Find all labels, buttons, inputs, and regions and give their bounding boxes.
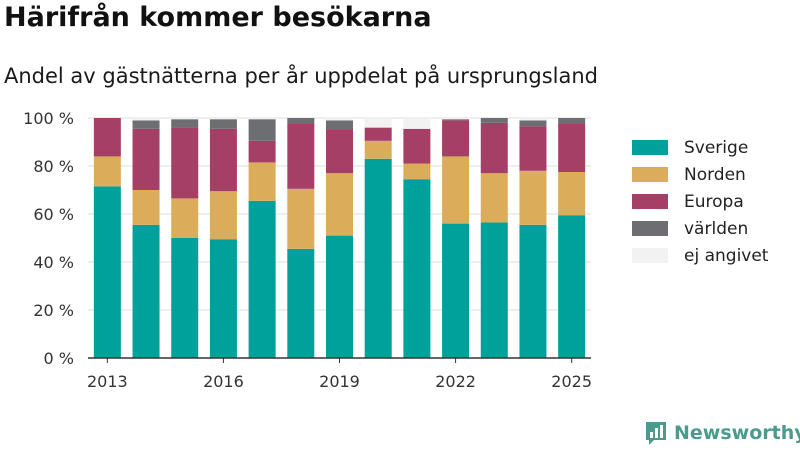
bar-segment bbox=[403, 163, 431, 180]
bar-segment bbox=[171, 118, 199, 120]
bar-segment bbox=[326, 118, 353, 121]
bar-segment bbox=[132, 120, 160, 129]
bar-segment bbox=[519, 224, 547, 358]
legend-item: Europa bbox=[632, 188, 768, 215]
bar-segment bbox=[326, 120, 353, 130]
legend-swatch bbox=[632, 194, 668, 209]
bar-segment bbox=[480, 173, 508, 223]
bar-segment bbox=[364, 127, 392, 141]
bar-segment bbox=[558, 172, 586, 216]
bar-segment bbox=[209, 128, 237, 192]
bar-segment bbox=[558, 118, 586, 124]
chart-title: Härifrån kommer besökarna bbox=[4, 2, 432, 33]
legend-swatch bbox=[632, 140, 668, 155]
bar-segment bbox=[132, 118, 160, 121]
y-tick-label: 100 % bbox=[23, 109, 74, 128]
chart-legend: Sverige Norden Europa världen ej angivet bbox=[632, 134, 768, 269]
bar-segment bbox=[209, 191, 237, 240]
bar-segment bbox=[403, 118, 431, 129]
bar-segment bbox=[248, 200, 276, 358]
bar-segment bbox=[171, 238, 199, 358]
bar-segment bbox=[326, 235, 353, 358]
chart-subtitle: Andel av gästnätterna per år uppdelat på… bbox=[4, 64, 598, 88]
legend-label: Europa bbox=[684, 191, 744, 212]
legend-item: Sverige bbox=[632, 134, 768, 161]
brand-name: Newsworthy bbox=[674, 422, 800, 444]
bar-segment bbox=[93, 118, 121, 157]
bar-segment bbox=[209, 119, 237, 129]
bar-segment bbox=[442, 119, 470, 121]
y-tick-label: 0 % bbox=[44, 349, 74, 368]
bar-segment bbox=[364, 140, 392, 159]
bar-segment bbox=[442, 223, 470, 358]
bar-segment bbox=[287, 248, 315, 358]
bar-segment bbox=[364, 158, 392, 358]
bar-segment bbox=[287, 124, 315, 189]
bar-segment bbox=[132, 128, 160, 190]
newsworthy-logo: Newsworthy bbox=[644, 420, 800, 446]
bar-segment bbox=[132, 224, 160, 358]
bar-segment bbox=[519, 118, 547, 121]
legend-item: ej angivet bbox=[632, 242, 768, 269]
bar-segment bbox=[480, 222, 508, 358]
bar-segment bbox=[364, 118, 392, 128]
bar-segment bbox=[480, 122, 508, 174]
bar-segment bbox=[519, 170, 547, 225]
y-tick-label: 40 % bbox=[33, 253, 74, 272]
bar-segment bbox=[403, 179, 431, 358]
legend-label: Sverige bbox=[684, 137, 749, 158]
newsworthy-icon bbox=[646, 422, 666, 445]
legend-label: ej angivet bbox=[684, 245, 769, 266]
bar-segment bbox=[519, 120, 547, 127]
legend-item: Norden bbox=[632, 161, 768, 188]
bar-segment bbox=[93, 156, 121, 187]
x-tick-label: 2025 bbox=[551, 372, 592, 391]
bar-segment bbox=[558, 215, 586, 358]
bar-segment bbox=[442, 156, 470, 224]
legend-label: Norden bbox=[684, 164, 746, 185]
bar-segment bbox=[248, 118, 276, 120]
legend-label: världen bbox=[684, 218, 749, 239]
bar-segment bbox=[442, 118, 470, 120]
bar-segment bbox=[287, 188, 315, 249]
bar-segment bbox=[132, 190, 160, 225]
bar-segment bbox=[209, 239, 237, 358]
x-tick-label: 2016 bbox=[203, 372, 244, 391]
bar-segment bbox=[519, 126, 547, 171]
bar-segment bbox=[442, 120, 470, 157]
bar-segment bbox=[171, 127, 199, 199]
y-tick-label: 80 % bbox=[33, 157, 74, 176]
x-tick-label: 2013 bbox=[87, 372, 128, 391]
bar-segment bbox=[287, 118, 315, 124]
bar-segment bbox=[171, 119, 199, 128]
x-tick-label: 2019 bbox=[319, 372, 360, 391]
bar-segment bbox=[93, 186, 121, 358]
bar-segment bbox=[326, 173, 353, 236]
y-tick-label: 20 % bbox=[33, 301, 74, 320]
bar-segment bbox=[248, 119, 276, 141]
y-tick-label: 60 % bbox=[33, 205, 74, 224]
legend-item: världen bbox=[632, 215, 768, 242]
legend-swatch bbox=[632, 221, 668, 236]
bar-segment bbox=[248, 162, 276, 201]
legend-swatch bbox=[632, 248, 668, 263]
bar-segment bbox=[171, 198, 199, 238]
bar-segment bbox=[248, 140, 276, 163]
bar-segment bbox=[480, 118, 508, 123]
x-tick-label: 2022 bbox=[435, 372, 476, 391]
bar-segment bbox=[209, 118, 237, 120]
legend-swatch bbox=[632, 167, 668, 182]
bar-segment bbox=[558, 124, 586, 172]
bar-segment bbox=[326, 130, 353, 174]
bar-segment bbox=[403, 128, 431, 164]
